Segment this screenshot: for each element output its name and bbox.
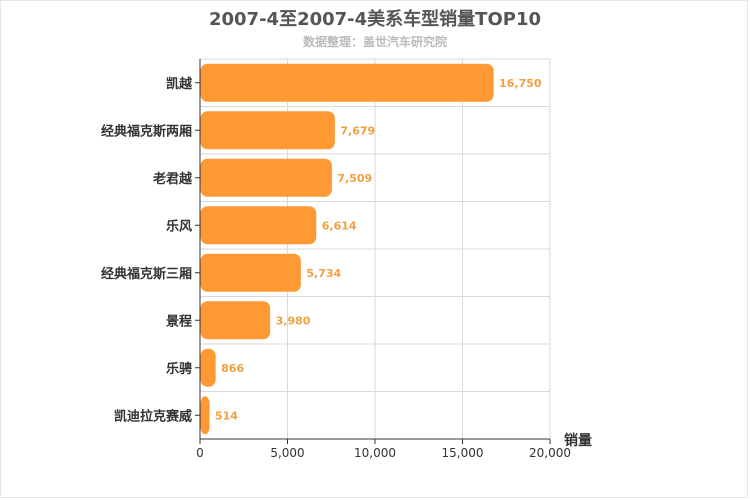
bar xyxy=(200,206,317,245)
data-label: 16,750 xyxy=(499,77,542,90)
bar xyxy=(200,396,210,435)
data-label: 7,509 xyxy=(337,172,372,185)
category-label: 景程 xyxy=(166,314,192,329)
bar xyxy=(200,301,271,340)
data-label: 3,980 xyxy=(276,314,311,327)
category-label: 凯越 xyxy=(166,76,193,92)
data-label: 6,614 xyxy=(322,219,357,232)
bar xyxy=(200,253,301,292)
x-tick-label: 0 xyxy=(196,446,204,460)
data-label: 5,734 xyxy=(306,267,341,280)
category-label: 老君越 xyxy=(152,171,193,187)
bar xyxy=(200,348,216,387)
x-tick-label: 20,000 xyxy=(529,446,571,460)
bar xyxy=(200,158,332,197)
category-label: 乐风 xyxy=(166,218,192,234)
category-label: 经典福克斯两厢 xyxy=(101,123,192,139)
x-tick-label: 5,000 xyxy=(270,446,304,460)
category-label: 凯迪拉克赛威 xyxy=(114,408,192,424)
bar xyxy=(200,63,494,102)
data-label: 7,679 xyxy=(340,124,375,137)
x-tick-label: 10,000 xyxy=(354,446,396,460)
x-tick-label: 15,000 xyxy=(442,446,484,460)
data-label: 514 xyxy=(215,409,238,422)
category-label: 经典福克斯三厢 xyxy=(101,266,192,282)
data-label: 866 xyxy=(221,362,244,375)
chart-title: 2007-4至2007-4美系车型销量TOP10 xyxy=(208,9,541,30)
chart-subtitle: 数据整理：盖世汽车研究院 xyxy=(302,35,447,49)
category-label: 乐骋 xyxy=(166,361,192,377)
bar xyxy=(200,111,335,150)
x-axis-title: 销量 xyxy=(564,432,592,449)
